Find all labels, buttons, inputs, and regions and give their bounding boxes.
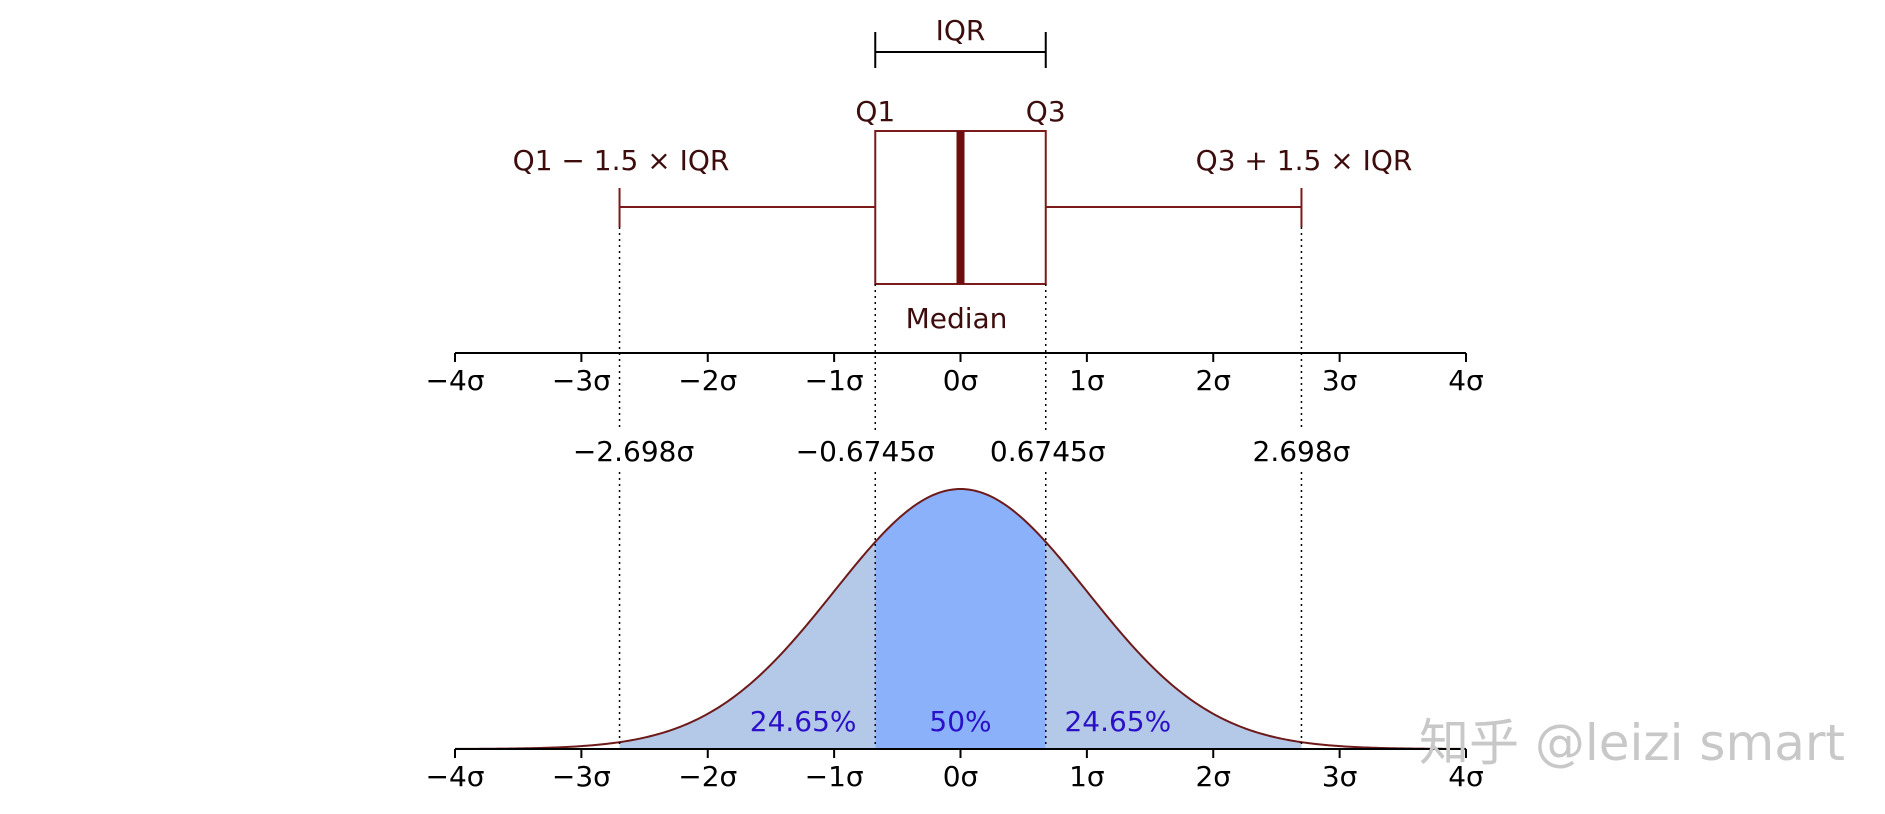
density-region [875,489,1046,749]
boxplot [618,130,1303,285]
boundary-label: −2.698σ [573,435,694,468]
lower-whisker-label: Q1 − 1.5 × IQR [513,144,730,177]
top-x-axis: −4σ −3σ −2σ −1σ 0σ 1σ 2σ 3σ 4σ [425,352,1484,397]
tick-label: −2σ [678,364,737,397]
tick-label: 2σ [1195,364,1231,397]
region-percent-label: 24.65% [1064,705,1171,738]
tick-label: 0σ [943,364,979,397]
tick-label: 3σ [1322,760,1358,793]
region-percent-label: 24.65% [750,705,857,738]
tick-label: 3σ [1322,364,1358,397]
tick-label: −4σ [425,760,484,793]
tick-label: 4σ [1448,760,1484,793]
region-percent-labels: 24.65% 50% 24.65% [750,705,1171,738]
iqr-bracket: IQR [874,14,1047,68]
bottom-x-axis: −4σ −3σ −2σ −1σ 0σ 1σ 2σ 3σ 4σ [425,748,1484,793]
q1-label: Q1 [855,95,895,128]
tick-label: −1σ [805,760,864,793]
tick-label: −2σ [678,760,737,793]
median-label: Median [906,302,1008,335]
tick-label: −3σ [552,760,611,793]
watermark: 知乎 @leizi smart [1419,714,1845,772]
density-curve [455,487,1466,750]
region-percent-label: 50% [929,705,991,738]
tick-label: −3σ [552,364,611,397]
tick-label: 2σ [1195,760,1231,793]
density-region [619,541,876,749]
density-region [1045,541,1302,749]
tick-label: 1σ [1069,364,1105,397]
tick-label: −4σ [425,364,484,397]
boundary-label: 2.698σ [1253,435,1351,468]
tick-label: 0σ [943,760,979,793]
guide-lines [618,227,1303,749]
boundary-labels: −2.698σ −0.6745σ 0.6745σ 2.698σ [573,435,1351,468]
iqr-label: IQR [936,14,986,47]
density-plot [455,487,1466,750]
upper-whisker-label: Q3 + 1.5 × IQR [1196,144,1413,177]
tick-label: −1σ [805,364,864,397]
tick-label: 1σ [1069,760,1105,793]
tick-label: 4σ [1448,364,1484,397]
q3-label: Q3 [1026,95,1066,128]
boundary-label: 0.6745σ [990,435,1106,468]
boundary-label: −0.6745σ [796,435,935,468]
